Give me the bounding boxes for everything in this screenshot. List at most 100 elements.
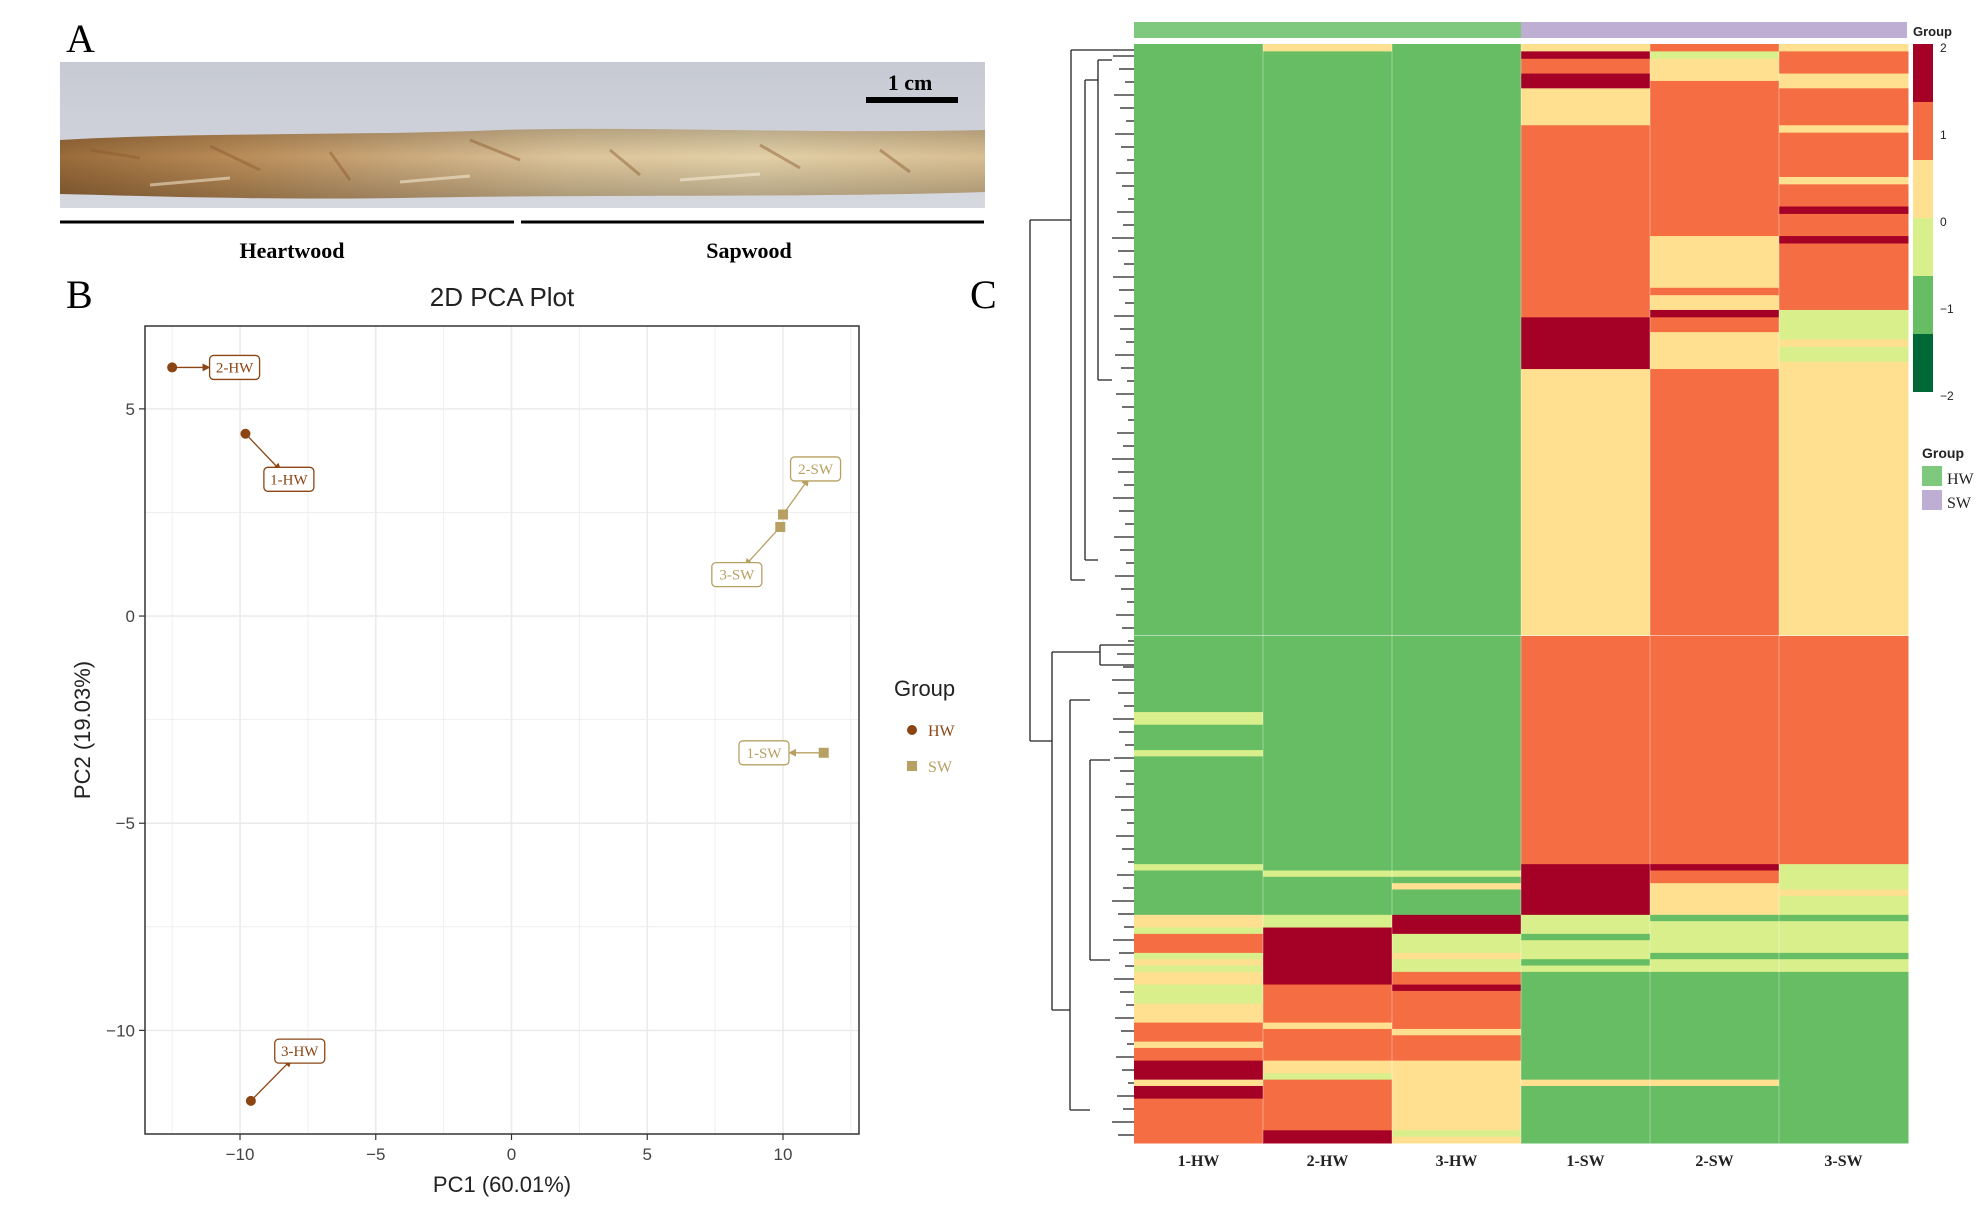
heatmap-cell — [1392, 895, 1522, 916]
heatmap-cell — [1521, 864, 1651, 916]
pca-xlabel: PC1 (60.01%) — [433, 1172, 571, 1197]
heatmap-cell — [1134, 1085, 1264, 1100]
heatmap-cell — [1134, 724, 1264, 751]
heatmap-cell — [1392, 44, 1522, 636]
heatmap-cell — [1650, 921, 1780, 954]
heatmap-cell — [1650, 73, 1780, 82]
heatmap-cell — [1134, 952, 1264, 960]
heatmap-cell — [1650, 952, 1780, 960]
pca-label-box — [711, 561, 763, 588]
pca-panel-border — [144, 325, 860, 1135]
pca-title: 2D PCA Plot — [430, 282, 575, 312]
dendrogram-branch — [1029, 219, 1071, 742]
heatmap-cell — [1779, 213, 1909, 237]
pca-point-label: 1-HW — [270, 472, 308, 488]
heatmap-cell — [1392, 971, 1522, 986]
heatmap-cell — [1392, 1130, 1522, 1138]
heatmap-cell — [1392, 952, 1522, 960]
heatmap-cell — [1521, 125, 1651, 134]
heatmap-cell — [1392, 889, 1522, 897]
heatmap-cell — [1521, 317, 1651, 370]
pca-legend: Group HW SW — [894, 676, 956, 776]
heatmap-cell — [1263, 1130, 1393, 1144]
heatmap-cell — [1392, 1028, 1522, 1036]
dendrogram-branch — [1089, 759, 1110, 961]
column-label-1-HW: 1-HW — [1178, 1153, 1220, 1170]
legend-group-hw-label: HW — [1947, 471, 1975, 488]
heatmap-cell — [1134, 750, 1264, 757]
heatmap-cell — [1779, 51, 1909, 75]
heatmap-cell — [1521, 933, 1651, 941]
heatmap-cell — [1650, 1085, 1780, 1144]
heatmap-cell — [1650, 908, 1780, 916]
heatmap-cell — [1392, 990, 1522, 1030]
heatmap-cell — [1521, 132, 1651, 318]
heatmap-cell — [1392, 876, 1522, 884]
heatmap-cell — [1134, 1060, 1264, 1081]
heatmap-cell — [1650, 361, 1780, 370]
heatmap-cell — [1650, 914, 1780, 922]
y-tick-label: 0 — [126, 607, 135, 626]
heatmap-cell — [1650, 287, 1780, 296]
heatmap-cell — [1263, 914, 1393, 929]
dendrogram-branch — [1084, 79, 1098, 561]
y-tick-label: −5 — [116, 814, 135, 833]
heatmap-cell — [1392, 959, 1522, 973]
heartwood-label: Heartwood — [239, 238, 344, 263]
legend-hw-label: HW — [928, 723, 956, 740]
heatmap-cell — [1521, 636, 1651, 865]
legend-hw-marker — [907, 725, 917, 735]
heatmap-cell — [1392, 1060, 1522, 1131]
colorbar: 2 1 0 −1 −2 — [1913, 41, 1954, 403]
pca-label-box — [263, 466, 315, 492]
pca-label-box — [208, 354, 261, 381]
dendrogram-branch — [1051, 651, 1100, 1011]
heatmap-cell — [1392, 870, 1522, 878]
heatmap-cell — [1521, 369, 1651, 636]
pca-ticks: −10 −5 0 5 10 5 0 −5 −10 — [106, 400, 792, 1164]
label-connector — [744, 526, 781, 567]
heatmap-cell — [1779, 44, 1909, 52]
heatmap-cell — [1521, 914, 1651, 935]
pca-point-label: 2-HW — [216, 360, 254, 376]
column-label-2-HW: 2-HW — [1307, 1153, 1349, 1170]
heatmap-cell — [1392, 636, 1522, 871]
heatmap-cell — [1263, 1079, 1393, 1131]
pca-grid — [145, 326, 859, 1135]
heatmap-cell — [1650, 864, 1780, 871]
x-tick-label: 10 — [774, 1145, 793, 1164]
legend-group-sw-label: SW — [1947, 495, 1972, 512]
heatmap-cell — [1521, 965, 1651, 973]
pca-label-box — [789, 456, 842, 482]
colorbar-tick-label: 2 — [1940, 41, 1947, 55]
pca-point-label: 2-SW — [798, 462, 834, 478]
dendrogram-branch — [1097, 59, 1112, 381]
sapwood-label: Sapwood — [706, 238, 792, 263]
heatmap-cell — [1650, 51, 1780, 60]
legend-sw-marker — [907, 761, 917, 771]
colorbar-swatch — [1913, 334, 1933, 392]
heatmap-cell — [1521, 1079, 1651, 1087]
heatmap-cell — [1263, 1060, 1393, 1074]
heatmap-cell — [1263, 44, 1393, 52]
pca-point-1-HW — [240, 428, 251, 439]
heatmap-cell — [1650, 317, 1780, 333]
heatmap-cell — [1521, 88, 1651, 126]
legend-sw-label: SW — [928, 759, 953, 776]
heatmap-cell — [1779, 206, 1909, 215]
group-bar-sw — [1521, 22, 1907, 38]
heatmap-cell — [1263, 1028, 1393, 1062]
heatmap-cell — [1779, 339, 1909, 348]
heatmap-cell — [1263, 1073, 1393, 1081]
heatmap-cell — [1779, 895, 1909, 916]
pca-points: 1-HW 2-HW 3-HW 1-SW 2-SW 3-SW — [167, 354, 842, 1106]
colorbar-swatch — [1913, 218, 1933, 276]
colorbar-swatch — [1913, 276, 1933, 334]
heatmap-cell — [1650, 959, 1780, 973]
heatmap-cell — [1650, 870, 1780, 884]
heatmap-cell — [1779, 346, 1909, 363]
heatmap-cell — [1134, 1047, 1264, 1062]
heatmap-cell — [1134, 756, 1264, 865]
heatmap-cell — [1779, 959, 1909, 973]
